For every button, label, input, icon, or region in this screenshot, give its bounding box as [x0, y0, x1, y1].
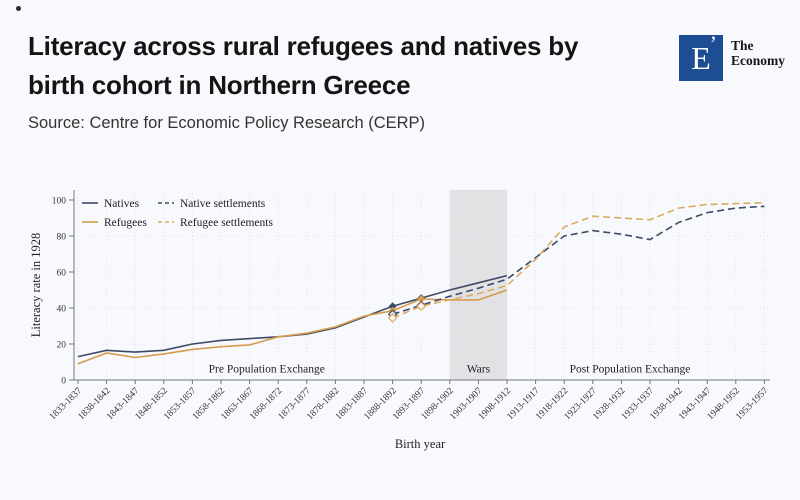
legend-item-refugees: Refugees	[82, 217, 147, 229]
logo-text-line1: The	[731, 38, 754, 53]
logo-letter: E	[691, 40, 711, 76]
x-axis-title: Birth year	[395, 437, 446, 451]
corner-dot	[16, 6, 21, 11]
literacy-chart: 0 20 40 60 80 100 1833-1837 1838-1842 1843-1847 1…	[28, 182, 778, 482]
series-refugees	[77, 289, 508, 365]
y-tick-label: 20	[57, 341, 67, 351]
legend-item-native-settlements: Native settlements	[158, 198, 266, 210]
legend-item-natives: Natives	[82, 198, 140, 210]
logo-mark: E ’	[679, 31, 723, 81]
legend-label: Natives	[104, 198, 140, 210]
legend-label: Refugee settlements	[180, 217, 273, 229]
page-title: Literacy across rural refugees and nativ…	[28, 27, 628, 105]
page-title-line2: birth cohort in Northern Greece	[28, 70, 411, 100]
logo-quote-icon: ’	[709, 31, 717, 56]
gridlines	[74, 190, 770, 380]
logo-text-line2: Economy	[731, 53, 785, 68]
marker-diamond	[417, 295, 426, 303]
y-tick-label: 0	[61, 377, 66, 387]
chart-canvas: 0204060801001833-18371838-18421843-18471…	[29, 190, 771, 451]
marker-diamond-hollow	[387, 313, 398, 323]
y-tick-label: 80	[57, 233, 67, 243]
page-title-line1: Literacy across rural refugees and nativ…	[28, 31, 579, 61]
annotation-pre-population-exchange: Pre Population Exchange	[209, 363, 325, 375]
annotations: Pre Population Exchange Wars Post Populati…	[209, 363, 691, 375]
publisher-logo: E ’ The Economy	[679, 31, 785, 81]
y-tick-label: 40	[57, 305, 67, 315]
marker-diamond-hollow	[416, 301, 427, 312]
y-tick-label: 100	[52, 197, 67, 207]
legend-item-refugee-settlements: Refugee settlements	[158, 217, 273, 229]
annotation-wars: Wars	[467, 363, 491, 375]
marker-diamond	[388, 302, 397, 311]
source-note: Source: Centre for Economic Policy Resea…	[28, 114, 426, 132]
series-refugee-settlements	[387, 201, 765, 323]
header: Literacy across rural refugees and nativ…	[28, 27, 628, 133]
logo-text: The Economy	[723, 35, 785, 68]
y-tick-label: 60	[57, 269, 67, 279]
series-natives	[77, 274, 508, 358]
axis-titles: Literacy rate in 1928 Birth year	[29, 233, 446, 451]
legend-label: Refugees	[104, 217, 147, 229]
annotation-post-population-exchange: Post Population Exchange	[570, 363, 691, 375]
axes: 0204060801001833-18371838-18421843-18471…	[48, 190, 771, 422]
legend: Natives Refugees Native settlements Refugee…	[82, 198, 273, 229]
legend-label: Native settlements	[180, 198, 266, 210]
y-axis-title: Literacy rate in 1928	[29, 233, 43, 337]
